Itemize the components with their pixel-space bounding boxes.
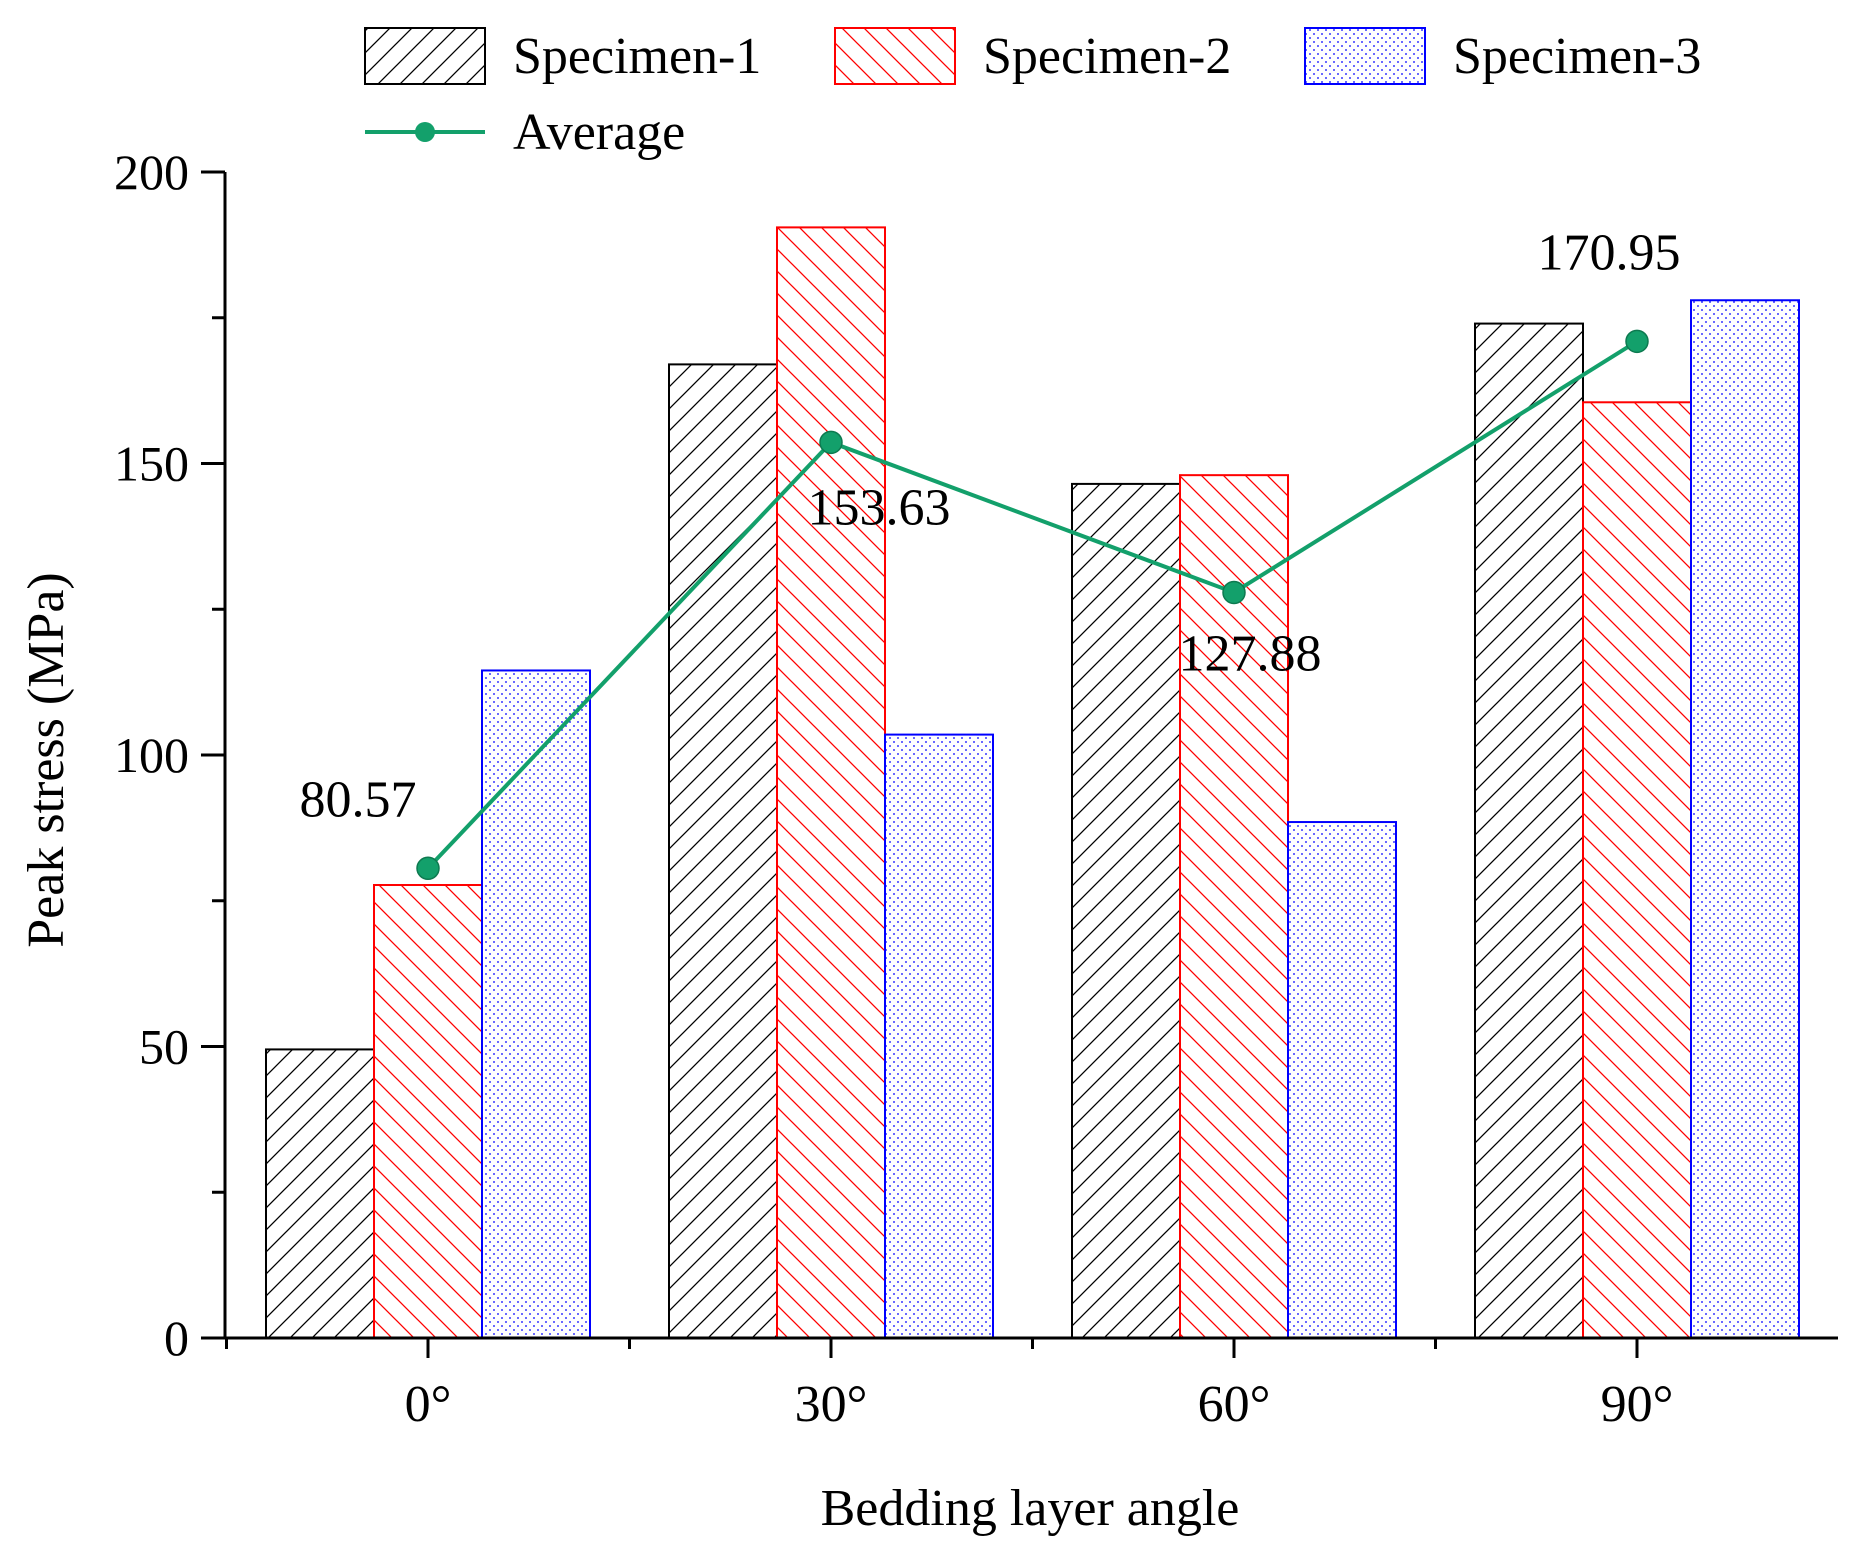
legend-item-specimen-3: Specimen-3	[1304, 27, 1701, 85]
bar-specimen-3-1	[884, 733, 994, 1339]
average-data-label-3: 170.95	[1538, 224, 1681, 281]
bar-specimen-1-2	[1071, 482, 1181, 1339]
x-tick-label-1: 30°	[795, 1376, 868, 1433]
legend-swatch-specimen-3	[1304, 27, 1426, 85]
bar-specimen-2-2	[1179, 474, 1289, 1340]
average-line-layer: 80.57 153.63 127.88 170.95	[300, 224, 1681, 881]
legend-label-specimen-3: Specimen-3	[1453, 28, 1701, 85]
bar-specimen-3-2	[1287, 821, 1397, 1339]
bar-specimen-2-1	[776, 226, 886, 1339]
legend-label-average: Average	[513, 104, 685, 161]
x-tick-label-0: 0°	[405, 1376, 452, 1433]
average-point-1	[819, 430, 843, 455]
y-axis-title: Peak stress (MPa)	[18, 572, 75, 948]
average-line	[426, 339, 1639, 870]
average-data-label-1: 153.63	[808, 479, 951, 536]
legend-label-specimen-1: Specimen-1	[513, 28, 761, 85]
y-tick-label-150: 150	[114, 436, 189, 492]
average-point-0	[416, 856, 440, 881]
bar-specimen-3-3	[1690, 299, 1800, 1339]
legend: Specimen-1 Specimen-2 Specimen-3 Average	[364, 27, 1701, 161]
bar-specimen-1-0	[265, 1048, 375, 1340]
average-data-label-0: 80.57	[300, 771, 417, 828]
legend-swatch-specimen-2	[834, 27, 956, 85]
bar-specimen-2-3	[1582, 401, 1692, 1340]
bar-specimen-3-0	[481, 669, 591, 1339]
average-point-3	[1625, 329, 1649, 354]
x-tick-label-3: 90°	[1601, 1376, 1674, 1433]
legend-swatch-specimen-1	[364, 27, 486, 85]
axes-layer: 0 50 100 150 200 0° 30° 60° 90°	[114, 144, 1838, 1433]
legend-label-specimen-2: Specimen-2	[983, 28, 1231, 85]
average-data-label-2: 127.88	[1179, 625, 1322, 682]
bar-specimen-1-3	[1474, 322, 1584, 1339]
y-tick-label-200: 200	[114, 144, 189, 200]
legend-item-specimen-1: Specimen-1	[364, 27, 761, 85]
bar-specimen-2-0	[373, 884, 483, 1339]
x-axis-title: Bedding layer angle	[821, 1480, 1240, 1537]
y-tick-label-50: 50	[139, 1019, 189, 1075]
average-point-2	[1222, 580, 1246, 605]
legend-item-average: Average	[365, 104, 685, 161]
legend-marker-average	[415, 122, 435, 142]
bars-layer	[265, 226, 1800, 1340]
y-tick-label-100: 100	[114, 727, 189, 783]
bar-specimen-1-1	[668, 363, 778, 1339]
x-tick-label-2: 60°	[1198, 1376, 1271, 1433]
y-tick-label-0: 0	[164, 1310, 189, 1366]
legend-item-specimen-2: Specimen-2	[834, 27, 1231, 85]
